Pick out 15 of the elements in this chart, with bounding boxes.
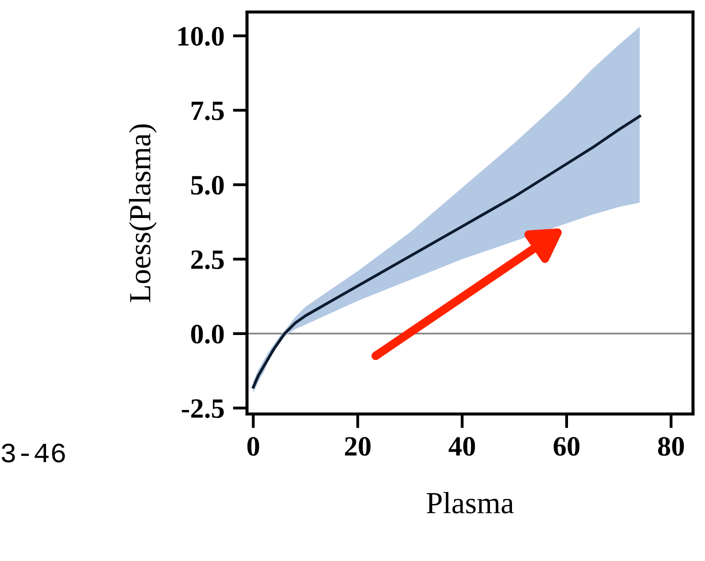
x-tick-label: 40 [448, 437, 475, 456]
x-axis-title: Plasma [426, 492, 514, 514]
x-tick-label: 0 [247, 437, 260, 456]
y-tick-label: 0.0 [191, 324, 224, 344]
y-tick-label: 5.0 [191, 176, 224, 195]
x-tick-label: 60 [554, 437, 580, 456]
y-tick-label: 2.5 [191, 250, 224, 270]
y-tick-label: -2.5 [182, 399, 224, 418]
text: 3-46 [2, 444, 65, 462]
y-axis-title: Loess(Plasma) [129, 124, 157, 302]
x-tick-label: 20 [344, 437, 371, 456]
y-tick-label: 10.0 [178, 26, 224, 46]
x-tick-label: 80 [658, 437, 684, 456]
line-series [252, 114, 642, 389]
y-tick-label: 7.5 [192, 102, 224, 120]
